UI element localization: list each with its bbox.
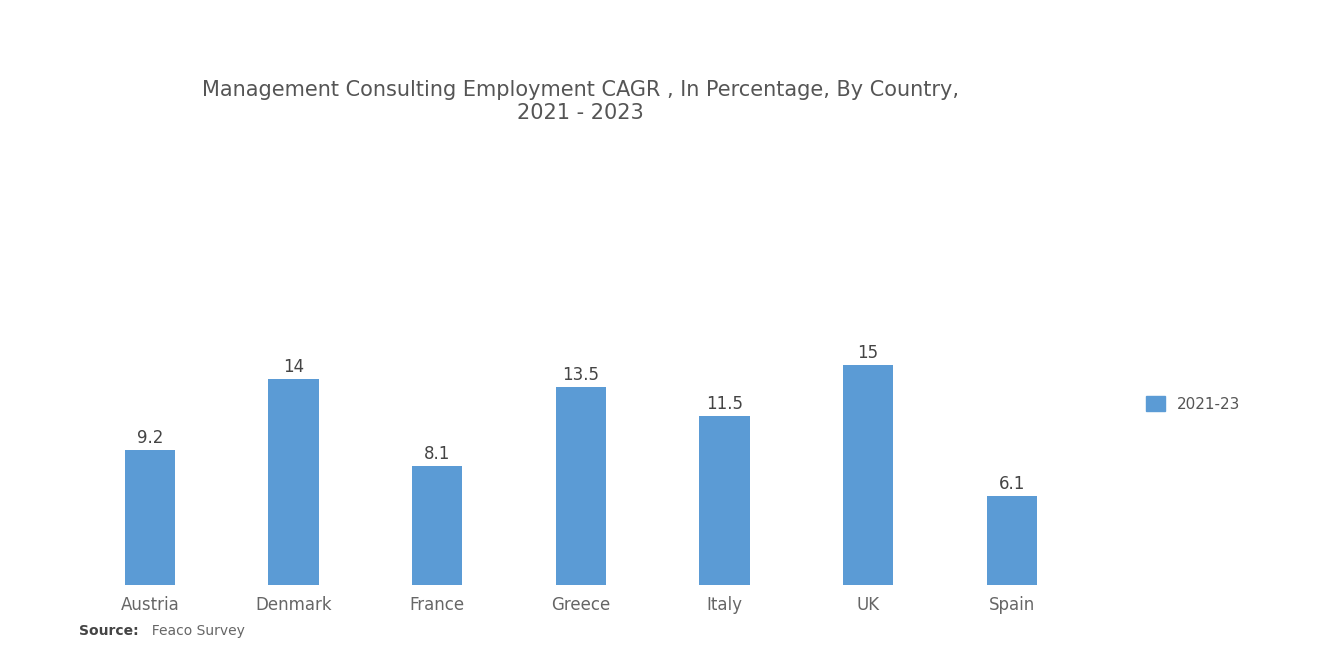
Text: 8.1: 8.1 [424, 445, 450, 464]
Text: Source:: Source: [79, 624, 139, 638]
Bar [700, 416, 750, 585]
Text: Feaco Survey: Feaco Survey [143, 624, 244, 638]
Bar [125, 450, 176, 585]
Bar [268, 380, 318, 585]
Text: 14: 14 [282, 358, 304, 376]
Text: 11.5: 11.5 [706, 395, 743, 413]
Legend: 2021-23: 2021-23 [1140, 390, 1246, 418]
Text: 13.5: 13.5 [562, 366, 599, 384]
Text: 6.1: 6.1 [998, 475, 1024, 493]
Bar [986, 495, 1036, 585]
Text: 15: 15 [858, 344, 879, 362]
Text: 9.2: 9.2 [137, 429, 164, 447]
Text: Management Consulting Employment CAGR , In Percentage, By Country,
2021 - 2023: Management Consulting Employment CAGR , … [202, 80, 960, 123]
Bar [843, 364, 894, 585]
Bar [412, 466, 462, 585]
Bar [556, 387, 606, 585]
